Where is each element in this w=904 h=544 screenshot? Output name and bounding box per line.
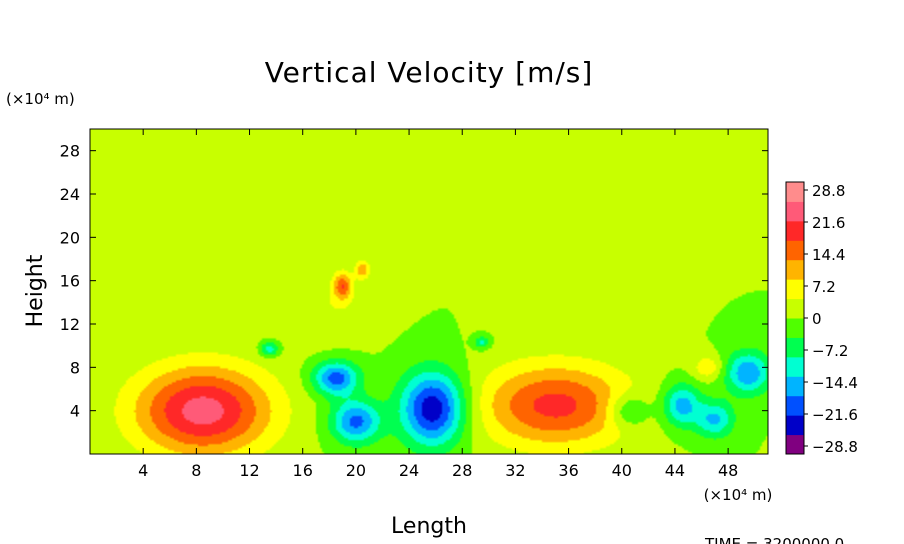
chart-title: Vertical Velocity [m/s]	[265, 56, 594, 89]
y-axis-ticks: 4 8 12 16 20 24 28	[60, 142, 768, 421]
x-tick-label: 12	[239, 461, 259, 480]
x-tick-label: 36	[558, 461, 578, 480]
x-axis-label: Length	[391, 514, 467, 539]
colorbar-band	[786, 337, 804, 358]
x-axis-unit: (×10⁴ m)	[704, 486, 773, 504]
colorbar-tick-label: 21.6	[812, 214, 845, 232]
colorbar-tick-label: 28.8	[812, 182, 845, 200]
colorbar-band	[786, 318, 804, 338]
x-tick-label: 32	[505, 461, 525, 480]
y-tick-label: 8	[70, 358, 80, 377]
x-axis-ticks: 4 8 12 16 20 24 28 32 36 40 44 48	[138, 129, 738, 480]
colorbar-band	[786, 201, 804, 222]
time-label: TIME = 3200000.0	[704, 535, 844, 544]
colorbar-band	[786, 395, 804, 416]
colorbar-band	[786, 279, 804, 300]
x-tick-label: 24	[399, 461, 419, 480]
colorbar-band	[786, 415, 804, 436]
colorbar-band	[786, 356, 804, 377]
y-tick-label: 20	[60, 228, 80, 247]
plot-frame	[89, 128, 769, 455]
colorbar-tick-label: −28.8	[812, 438, 858, 456]
y-axis-label: Height	[23, 254, 48, 327]
x-tick-label: 40	[612, 461, 632, 480]
colorbar-tick-label: −14.4	[812, 374, 858, 392]
colorbar-tick-label: 7.2	[812, 278, 836, 296]
colorbar-tick-label: 0	[812, 310, 822, 328]
colorbar: 28.8 21.6 14.4 7.2 0 −7.2 −14.4 −21.6 −28.8	[785, 181, 858, 456]
x-tick-label: 44	[665, 461, 685, 480]
y-tick-label: 28	[60, 142, 80, 161]
x-tick-label: 28	[452, 461, 472, 480]
colorbar-ticks: 28.8 21.6 14.4 7.2 0 −7.2 −14.4 −21.6 −28.8	[804, 182, 858, 456]
x-tick-label: 8	[191, 461, 201, 480]
y-tick-label: 12	[60, 315, 80, 334]
colorbar-band	[786, 298, 804, 319]
x-tick-label: 16	[293, 461, 313, 480]
y-tick-label: 24	[60, 185, 80, 204]
colorbar-band	[786, 182, 804, 202]
heatmap-plot-area	[89, 128, 769, 455]
colorbar-tick-label: −7.2	[812, 342, 848, 360]
colorbar-band	[786, 220, 804, 241]
x-tick-label: 4	[138, 461, 148, 480]
colorbar-band	[786, 240, 804, 261]
heatmap-image	[90, 129, 768, 454]
y-tick-label: 16	[60, 272, 80, 291]
colorbar-band	[786, 376, 804, 397]
colorbar-band	[786, 259, 804, 280]
x-tick-label: 48	[718, 461, 738, 480]
y-tick-label: 4	[70, 402, 80, 421]
colorbar-bands	[786, 182, 804, 455]
y-axis-unit: (×10⁴ m)	[6, 90, 75, 108]
colorbar-tick-label: −21.6	[812, 406, 858, 424]
x-tick-label: 20	[346, 461, 366, 480]
colorbar-tick-label: 14.4	[812, 246, 845, 264]
colorbar-band	[786, 434, 804, 455]
